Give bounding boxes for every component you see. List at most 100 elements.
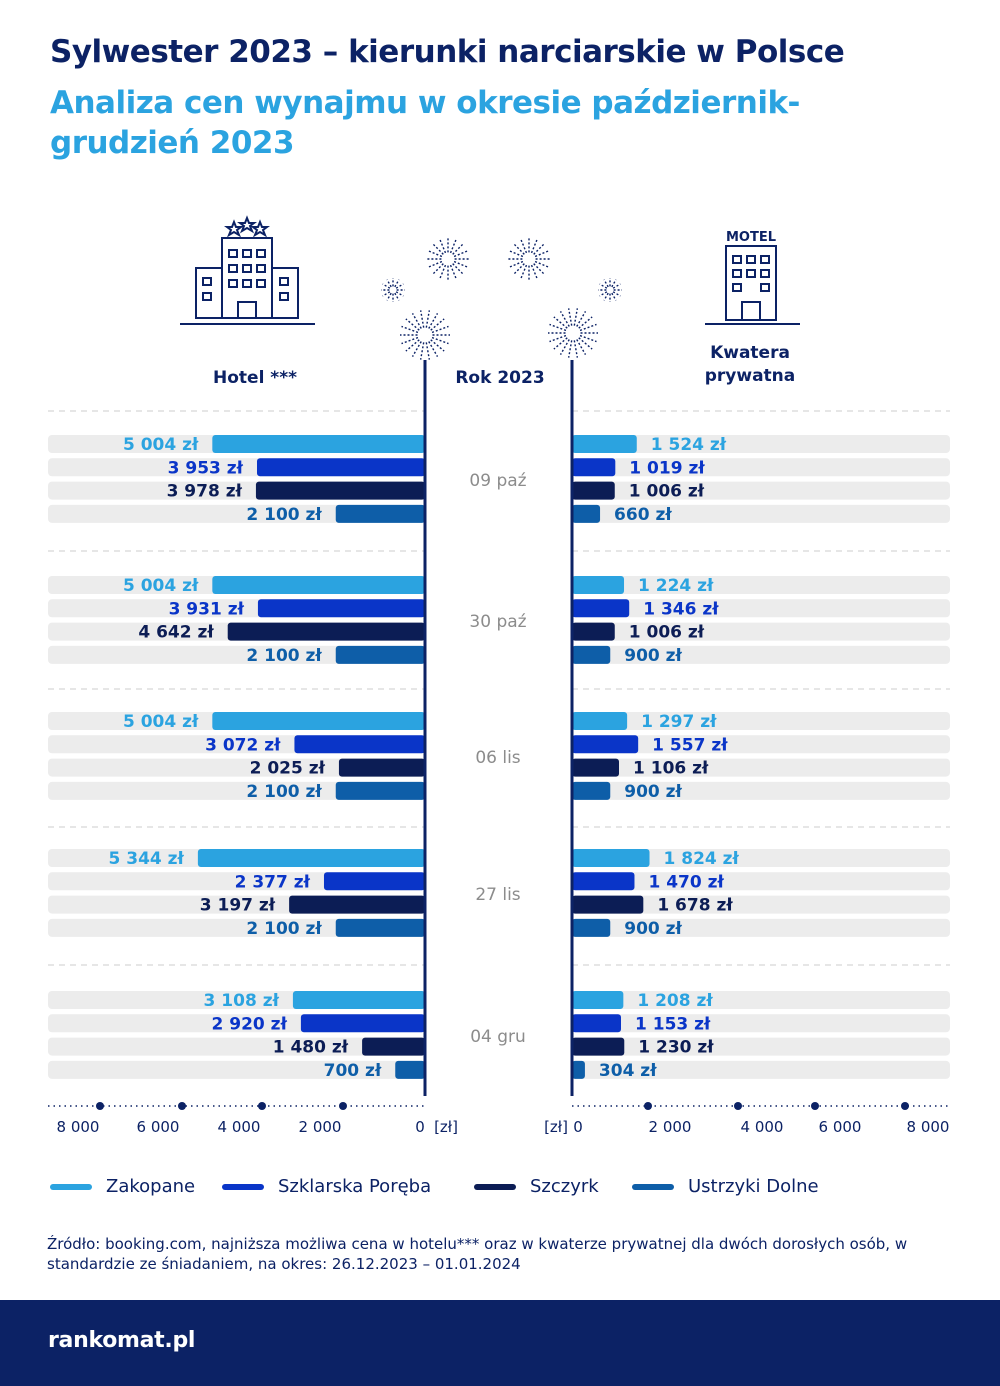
bar-track [572, 872, 950, 891]
private-bar-zakopane [572, 991, 624, 1009]
hotel-icon [180, 215, 315, 325]
bar-track [572, 1014, 950, 1033]
bar-track [48, 1037, 425, 1056]
hotel-bar-szklarska-por-ba [257, 599, 425, 618]
bar-track [572, 895, 950, 914]
legend-label: Ustrzyki Dolne [688, 1176, 819, 1197]
firework-ray [405, 318, 420, 331]
hotel-bar-ustrzyki-dolne [395, 1060, 425, 1079]
firework-ray [428, 312, 439, 329]
bar-track [48, 645, 425, 664]
legend-swatch [222, 1183, 264, 1190]
private-value-label: 1 006 zł [629, 623, 705, 643]
private-value-label: 1 678 zł [657, 896, 733, 916]
firework-ray [453, 260, 469, 269]
motel-sign: MOTEL [726, 230, 776, 245]
axis-tick-dot [96, 1102, 104, 1110]
firework-ray [549, 323, 567, 332]
legend-item-szczyrk: Szczyrk [474, 1176, 599, 1197]
bar-track [572, 735, 950, 754]
firework-ray [382, 291, 391, 297]
firework-ray [395, 283, 404, 289]
private-value-label: 1 006 zł [629, 482, 705, 502]
hotel-value-label: 3 978 zł [167, 482, 243, 502]
hotel-value-label: 3 953 zł [168, 458, 244, 478]
private-bar-szklarska-por-ba [572, 872, 635, 891]
bar-track [48, 504, 425, 523]
bar-track [572, 435, 950, 453]
bar-track [572, 1060, 950, 1079]
date-label: 09 paź [469, 471, 526, 491]
private-bar-szklarska-por-ba [572, 735, 639, 754]
firework-ray [576, 339, 587, 356]
firework-ray [411, 341, 422, 358]
motel-icon [705, 245, 800, 325]
firework-ray [512, 263, 525, 276]
private-bar-szczyrk [572, 481, 615, 500]
bar-track [572, 849, 950, 867]
firework-ray [612, 291, 621, 297]
firework-ray [431, 325, 449, 334]
bar-track [572, 645, 950, 664]
bar-track [572, 781, 950, 800]
axis-unit-label: [zł] [544, 1118, 568, 1136]
axis-tick-dot [644, 1102, 652, 1110]
bar-track [572, 622, 950, 641]
firework-ray [438, 238, 447, 254]
hotel-value-label: 5 004 zł [123, 435, 199, 455]
firework-ray [394, 292, 400, 301]
bar-track [572, 758, 950, 777]
legend-swatch [474, 1183, 516, 1190]
hotel-bar-szklarska-por-ba [323, 872, 425, 891]
firework-ray [573, 308, 579, 326]
firework-ray [567, 308, 573, 326]
hotel-value-label: 2 025 zł [250, 759, 326, 779]
hotel-bar-szklarska-por-ba [294, 735, 425, 754]
firework-ray [534, 260, 550, 269]
axis-tick-label: 8 000 [57, 1118, 100, 1136]
firework-ray [430, 339, 445, 352]
date-label: 27 lis [475, 885, 520, 905]
private-bar-ustrzyki-dolne [572, 1060, 585, 1079]
firework-ray [553, 316, 568, 329]
firework-ray [553, 337, 568, 350]
firework-ray [603, 279, 609, 288]
private-bar-szczyrk [572, 758, 620, 777]
hotel-value-label: 2 377 zł [235, 872, 311, 892]
firework-ray [382, 283, 391, 289]
firework-ray [603, 292, 609, 301]
bar-track [572, 1037, 950, 1056]
firework-burst [400, 310, 450, 360]
axis-tick-label: 8 000 [907, 1118, 950, 1136]
firework-ray [573, 340, 579, 358]
hotel-bar-ustrzyki-dolne [335, 918, 425, 937]
firework-ray [405, 339, 420, 352]
hotel-value-label: 2 920 zł [212, 1014, 288, 1034]
firework-ray [549, 334, 567, 343]
firework-burst [598, 278, 622, 302]
firework-ray [533, 263, 546, 276]
axis-tick-label: 6 000 [137, 1118, 180, 1136]
hotel-value-label: 700 zł [324, 1061, 382, 1081]
firework-burst [507, 237, 551, 281]
firework-burst [381, 278, 405, 302]
source-note: Źródło: booking.com, najniższa możliwa c… [47, 1235, 908, 1274]
firework-ray [578, 316, 593, 329]
firework-ray [386, 279, 392, 288]
private-value-label: 1 230 zł [638, 1038, 714, 1058]
firework-ray [431, 242, 444, 255]
private-value-label: 1 019 zł [629, 458, 705, 478]
private-value-label: 1 106 zł [633, 759, 709, 779]
bar-track [572, 918, 950, 937]
firework-ray [599, 283, 608, 289]
firework-ray [430, 318, 445, 331]
firework-ray [431, 263, 444, 276]
private-bar-szklarska-por-ba [572, 1014, 622, 1033]
hotel-value-label: 4 642 zł [138, 623, 214, 643]
header-private-line2: prywatna [704, 365, 796, 386]
hotel-value-label: 3 072 zł [205, 735, 281, 755]
legend-item-ustrzyki: Ustrzyki Dolne [632, 1176, 819, 1197]
firework-ray [611, 279, 617, 288]
bar-track [48, 781, 425, 800]
private-value-label: 1 224 zł [638, 576, 714, 596]
